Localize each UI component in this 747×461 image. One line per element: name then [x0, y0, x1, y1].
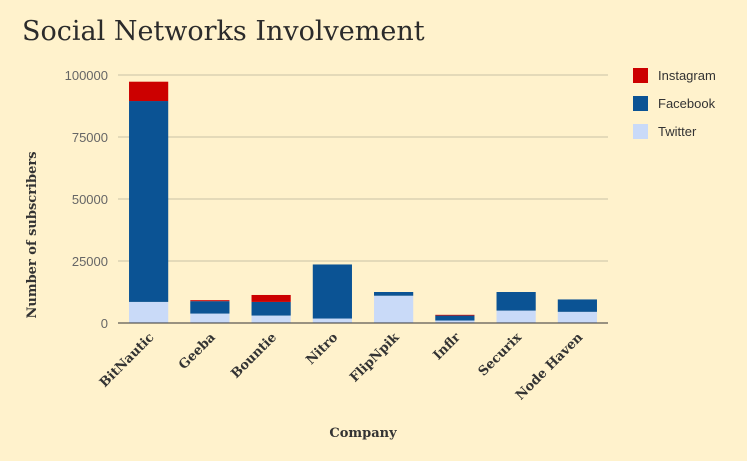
legend-label-facebook: Facebook: [658, 96, 716, 111]
x-tick-label: Geeba: [176, 330, 219, 373]
bar-instagram: [251, 294, 291, 302]
bar-instagram: [129, 81, 169, 102]
bar-facebook: [374, 292, 414, 296]
y-tick-label: 100000: [65, 68, 108, 83]
bar-instagram: [435, 314, 475, 316]
y-axis-title: Number of subscribers: [25, 151, 40, 318]
legend-label-twitter: Twitter: [658, 124, 697, 139]
bar-twitter: [496, 310, 536, 323]
x-tick-label: Inflr: [431, 330, 464, 363]
bar-twitter: [129, 301, 169, 323]
y-tick-label: 25000: [72, 254, 108, 269]
y-tick-label: 0: [101, 316, 108, 331]
x-tick-label: BitNautic: [97, 330, 158, 391]
legend-label-instagram: Instagram: [658, 68, 716, 83]
bar-instagram: [190, 300, 230, 302]
bar-facebook: [190, 301, 230, 314]
bar-twitter: [435, 320, 475, 323]
y-tick-label: 50000: [72, 192, 108, 207]
chart-title: Social Networks Involvement: [22, 16, 425, 47]
x-tick-label: Bountie: [228, 330, 279, 381]
bar-facebook: [435, 315, 475, 321]
y-tick-label: 75000: [72, 130, 108, 145]
bar-facebook: [496, 292, 536, 311]
x-tick-label: Securix: [476, 330, 525, 379]
legend-swatch-instagram: [633, 68, 648, 83]
x-axis-title: Company: [329, 426, 397, 441]
bar-twitter: [312, 318, 352, 323]
legend-swatch-twitter: [633, 124, 648, 139]
legend-swatch-facebook: [633, 96, 648, 111]
bar-facebook: [312, 264, 352, 319]
bar-twitter: [190, 313, 230, 323]
bar-twitter: [557, 311, 597, 323]
bar-twitter: [374, 295, 414, 323]
x-tick-label: FlipNpik: [347, 330, 403, 386]
bar-facebook: [557, 299, 597, 312]
bar-twitter: [251, 315, 291, 323]
bar-facebook: [251, 301, 291, 316]
bar-facebook: [129, 101, 169, 302]
x-tick-label: Nitro: [303, 330, 341, 368]
